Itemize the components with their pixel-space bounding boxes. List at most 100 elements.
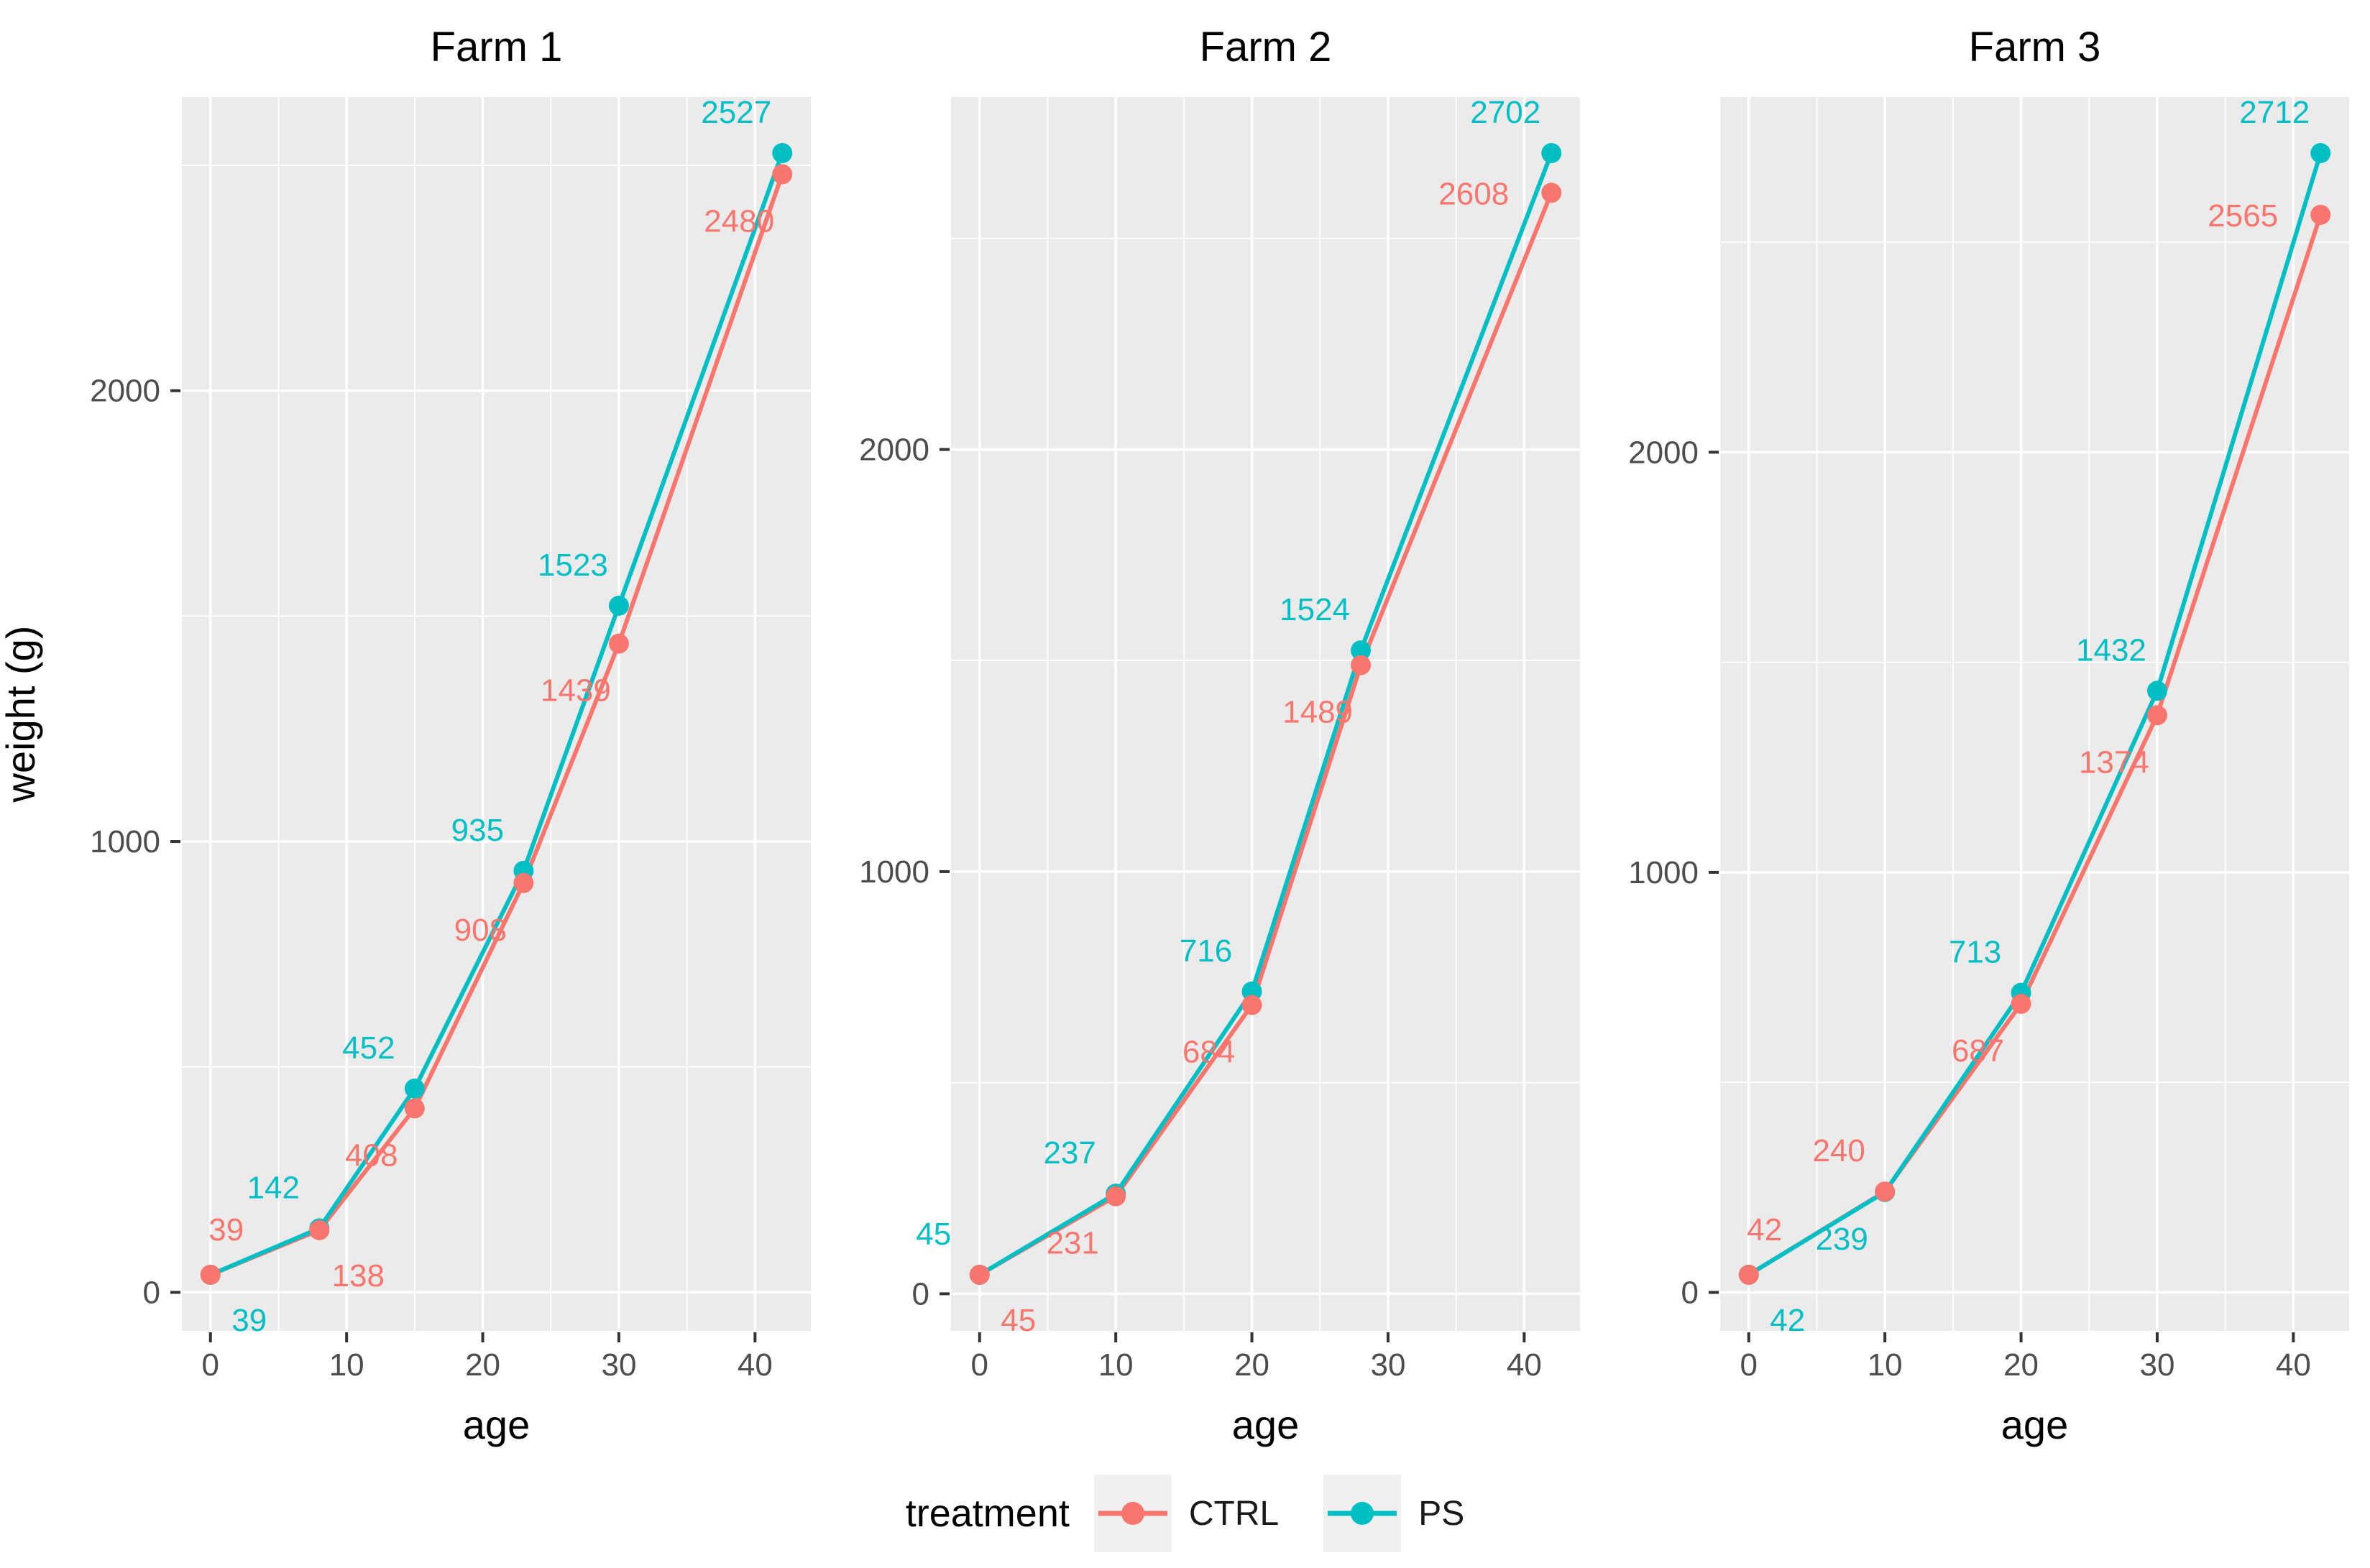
data-label-ps: 716 [1180,933,1232,969]
x-tick-label: 40 [1507,1347,1542,1383]
data-label-ctrl: 42 [1747,1212,1782,1248]
data-label-ctrl: 687 [1952,1033,2004,1069]
x-tick-label: 20 [465,1347,500,1383]
x-tick-label: 0 [1740,1347,1758,1383]
data-label-ps: 2527 [701,95,771,130]
data-point-ctrl [2146,705,2167,726]
data-label-ctrl: 1374 [2079,744,2149,780]
data-point-ps [2310,143,2331,164]
y-tick-label: 1000 [859,854,929,890]
data-label-ps: 142 [247,1170,300,1205]
data-point-ctrl [608,633,629,654]
data-label-ps: 452 [342,1030,395,1066]
data-point-ps [772,143,793,164]
panel-background [1720,97,2349,1331]
legend-label-ps: PS [1418,1494,1465,1533]
data-point-ctrl [772,164,793,185]
legend-item-ctrl: CTRL [1093,1475,1280,1552]
data-point-ctrl [1875,1181,1896,1202]
x-tick-label: 10 [1098,1347,1134,1383]
data-label-ctrl: 231 [1046,1226,1098,1261]
data-label-ctrl: 138 [332,1258,385,1293]
legend-label-ctrl: CTRL [1188,1494,1280,1533]
legend-key-point-ctrl [1121,1502,1144,1525]
data-label-ctrl: 2480 [704,204,774,239]
data-label-ctrl: 45 [1001,1303,1036,1338]
series-line-ps [208,151,785,1277]
data-point-ctrl [2310,204,2331,225]
data-point-ctrl [404,1098,425,1119]
data-label-ps: 713 [1949,935,2001,970]
legend-key-ps [1323,1475,1402,1552]
data-label-ctrl: 408 [345,1138,398,1173]
y-axis-title: weight (g) [0,626,43,803]
y-tick-label: 0 [1681,1276,1699,1311]
x-tick-label: 0 [971,1347,988,1383]
data-point-ctrl [1106,1186,1126,1207]
legend: treatment CTRL PS [0,1459,2370,1568]
facet-title: Farm 2 [1200,24,1332,70]
data-point-ps [1351,640,1372,661]
data-point-ps [404,1078,425,1099]
data-point-ps [1541,143,1562,164]
data-label-ps: 2712 [2239,95,2310,130]
x-tick-label: 10 [329,1347,364,1383]
x-tick-label: 20 [1234,1347,1269,1383]
x-tick-label: 40 [738,1347,773,1383]
data-label-ps: 1432 [2076,632,2146,668]
panel-background [951,97,1580,1331]
data-label-ctrl: 240 [1812,1133,1865,1168]
x-tick-label: 30 [1370,1347,1405,1383]
data-point-ctrl [309,1219,330,1240]
facet-title: Farm 1 [431,24,563,70]
data-point-ps [2146,681,2167,701]
data-label-ctrl: 908 [454,913,507,948]
y-tick-label: 2000 [1628,435,1699,470]
legend-title: treatment [905,1492,1070,1535]
data-point-ctrl [1241,995,1262,1015]
data-point-ctrl [513,872,534,893]
data-label-ps: 1523 [538,548,608,583]
data-label-ps: 237 [1043,1135,1096,1171]
y-tick-label: 0 [912,1276,929,1311]
x-tick-label: 20 [2003,1347,2039,1383]
x-axis-title: age [1232,1402,1299,1447]
data-label-ps: 39 [231,1303,267,1338]
y-tick-label: 1000 [90,824,160,859]
data-point-ctrl [1541,183,1562,203]
x-tick-label: 30 [2139,1347,2174,1383]
data-label-ps: 239 [1815,1222,1868,1257]
data-point-ps [608,595,629,616]
data-point-ctrl [2011,993,2031,1014]
data-label-ps: 1524 [1280,592,1350,627]
legend-item-ps: PS [1323,1475,1464,1552]
x-tick-label: 0 [202,1347,219,1383]
data-label-ctrl: 2565 [2208,198,2278,234]
y-tick-label: 0 [143,1275,160,1310]
data-label-ps: 42 [1770,1303,1805,1338]
data-label-ctrl: 1439 [541,673,611,709]
data-label-ps: 935 [451,813,504,848]
data-label-ps: 45 [916,1217,951,1252]
x-tick-label: 10 [1868,1347,1903,1383]
y-tick-label: 2000 [859,432,929,467]
facet-title: Farm 3 [1969,24,2101,70]
x-tick-label: 30 [601,1347,636,1383]
data-label-ctrl: 2608 [1438,176,1509,211]
data-label-ps: 2702 [1470,95,1540,130]
x-tick-label: 40 [2276,1347,2311,1383]
panel-background [182,97,811,1331]
data-label-ctrl: 1489 [1282,695,1353,730]
data-point-ctrl [200,1264,221,1285]
legend-key-point-ps [1351,1502,1374,1525]
y-tick-label: 1000 [1628,855,1699,890]
data-point-ctrl [969,1264,990,1285]
legend-key-ctrl [1093,1475,1172,1552]
data-point-ctrl [1351,655,1372,675]
data-label-ctrl: 684 [1182,1035,1235,1070]
x-axis-title: age [2001,1402,2068,1447]
data-point-ctrl [1738,1264,1759,1285]
x-axis-title: age [463,1402,530,1447]
